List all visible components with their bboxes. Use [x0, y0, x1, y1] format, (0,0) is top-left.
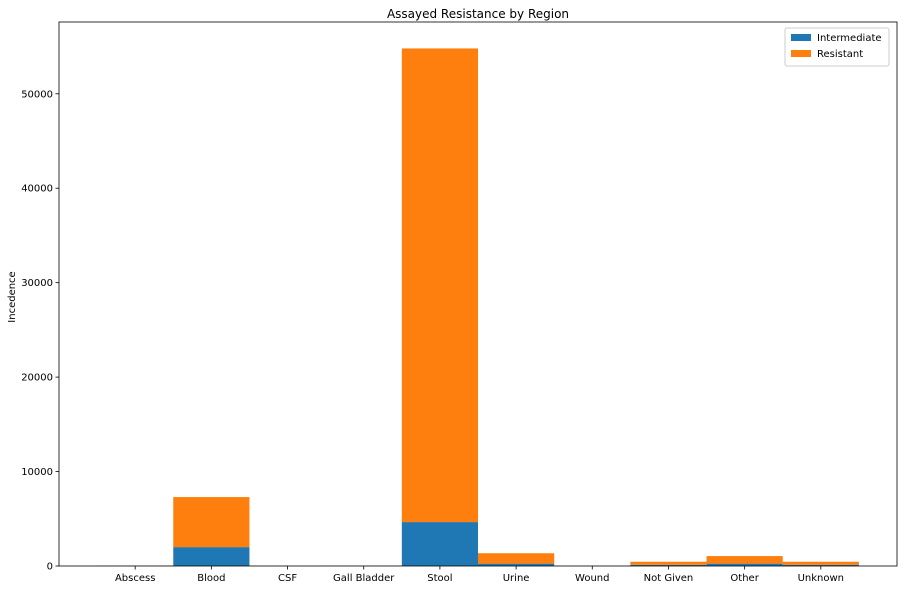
y-tick-label: 0	[47, 562, 53, 573]
x-tick-label: Abscess	[115, 573, 155, 584]
chart-title: Assayed Resistance by Region	[387, 7, 569, 21]
bar-resistant-blood	[173, 497, 249, 547]
legend-label-intermediate: Intermediate	[817, 33, 882, 44]
bar-resistant-not-given	[630, 562, 706, 565]
bar-intermediate-stool	[402, 522, 478, 566]
y-tick-label: 50000	[21, 89, 53, 100]
x-tick-label: Not Given	[644, 573, 694, 584]
x-tick-label: Blood	[197, 573, 225, 584]
y-tick-label: 10000	[21, 467, 53, 478]
x-tick-label: Stool	[427, 573, 452, 584]
legend-swatch-intermediate	[791, 34, 811, 41]
bar-intermediate-blood	[173, 547, 249, 566]
bars-layer	[97, 48, 859, 566]
y-axis-label: Incedence	[7, 271, 18, 322]
x-tick-label: Gall Bladder	[333, 573, 395, 584]
y-tick-label: 40000	[21, 184, 53, 195]
bar-resistant-stool	[402, 48, 478, 522]
x-tick-label: Urine	[503, 573, 530, 584]
x-tick-label: Unknown	[798, 573, 844, 584]
y-tick-label: 30000	[21, 278, 53, 289]
bar-resistant-unknown	[783, 562, 859, 565]
y-tick-label: 20000	[21, 373, 53, 384]
x-tick-label: Wound	[575, 573, 609, 584]
legend-label-resistant: Resistant	[817, 49, 863, 60]
legend-swatch-resistant	[791, 50, 811, 57]
legend: Intermediate Resistant	[785, 28, 889, 66]
x-tick-label: CSF	[278, 573, 297, 584]
bar-resistant-urine	[478, 553, 554, 563]
bar-resistant-other	[707, 556, 783, 564]
x-tick-label: Other	[730, 573, 759, 584]
